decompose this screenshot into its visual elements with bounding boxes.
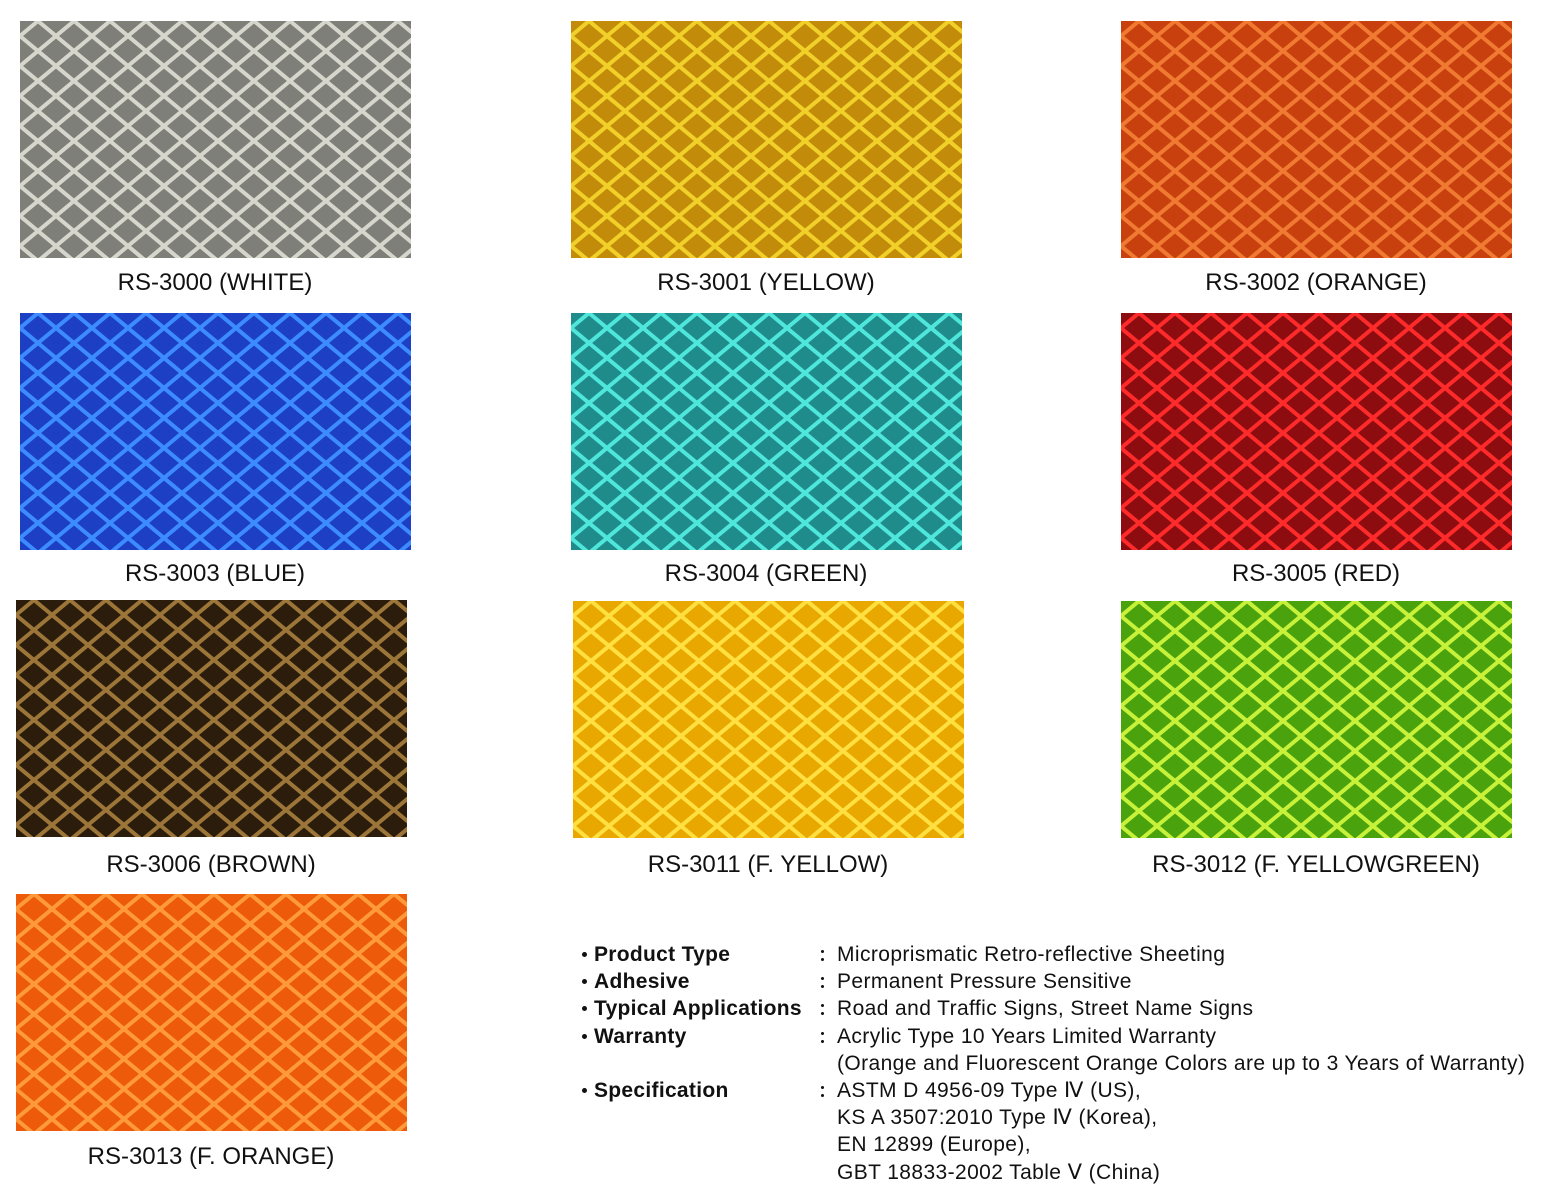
swatch — [16, 894, 407, 1131]
swatch-pattern — [571, 21, 962, 258]
spec-line: Permanent Pressure Sensitive — [837, 970, 1132, 994]
spec-label: Product Type — [594, 943, 731, 966]
spec-row: Typical Applications Road and Traffic Sig… — [578, 995, 1525, 1022]
swatch — [20, 313, 411, 550]
swatch-pattern — [1121, 21, 1512, 258]
swatch-pattern — [573, 601, 964, 838]
swatch-lattice — [571, 313, 962, 550]
swatch — [20, 21, 411, 258]
spec-label: Adhesive — [594, 970, 690, 994]
swatch-caption: RS-3002 (ORANGE) — [1205, 269, 1427, 296]
swatch-lattice — [571, 21, 962, 258]
swatch-pattern — [20, 21, 411, 258]
bullet — [582, 1088, 587, 1094]
bullet — [582, 979, 587, 985]
swatch-pattern — [16, 894, 407, 1131]
swatch-caption: RS-3001 (YELLOW) — [657, 269, 875, 296]
spec-row: Warranty Acrylic Type 10 Years Limited Wa… — [578, 1023, 1525, 1077]
bullet — [582, 1033, 587, 1039]
swatch-lattice — [1121, 313, 1512, 550]
spec-value: Acrylic Type 10 Years Limited Warranty (O… — [833, 1023, 1525, 1077]
spec-row: Adhesive Permanent Pressure Sensitive — [578, 968, 1525, 995]
spec-label: Specification — [594, 1079, 729, 1103]
bullet — [582, 952, 587, 957]
swatch — [1121, 21, 1512, 258]
spec-line: (Orange and Fluorescent Orange Colors ar… — [837, 1051, 1526, 1075]
swatch-lattice — [1121, 601, 1512, 838]
swatch-lattice — [20, 21, 411, 258]
swatch-caption: RS-3004 (GREEN) — [664, 560, 868, 587]
swatch-caption: RS-3013 (F. ORANGE) — [87, 1143, 335, 1170]
separator — [819, 968, 833, 995]
swatch — [573, 601, 964, 838]
spec-line: ASTM D 4956-09 Type Ⅳ (US), — [837, 1079, 1142, 1103]
swatch-pattern — [571, 313, 962, 550]
spec-value: Road and Traffic Signs, Street Name Sign… — [833, 995, 1253, 1022]
swatch-pattern — [16, 600, 407, 837]
swatch-lattice — [573, 601, 964, 838]
separator — [819, 941, 833, 968]
swatch-caption: RS-3005 (RED) — [1231, 560, 1401, 587]
spec-list: Product Type Microprismatic Retro-reflect… — [578, 941, 1525, 1186]
swatch — [16, 600, 407, 837]
swatch-pattern — [1121, 313, 1512, 550]
spec-label: Warranty — [594, 1024, 687, 1048]
swatch-lattice — [16, 894, 407, 1131]
spec-value: Permanent Pressure Sensitive — [833, 968, 1132, 995]
bullet — [582, 1006, 587, 1012]
spec-line: Road and Traffic Signs, Street Name Sign… — [837, 997, 1254, 1021]
spec-label: Typical Applications — [594, 997, 802, 1021]
spec-line: GBT 18833-2002 Table Ⅴ (China) — [837, 1160, 1161, 1184]
swatch — [1121, 601, 1512, 838]
swatch-caption: RS-3003 (BLUE) — [124, 560, 306, 587]
spec-line: EN 12899 (Europe), — [837, 1133, 1031, 1157]
separator — [819, 995, 833, 1022]
spec-value: Microprismatic Retro-reflective Sheeting — [833, 941, 1225, 968]
swatch-caption: RS-3000 (WHITE) — [117, 269, 313, 296]
spec-line: Acrylic Type 10 Years Limited Warranty — [837, 1024, 1217, 1048]
swatch-lattice — [16, 600, 407, 837]
swatch-caption: RS-3012 (F. YELLOWGREEN) — [1152, 851, 1480, 878]
spec-line: Microprismatic Retro-reflective Sheeting — [837, 943, 1226, 966]
swatch-pattern — [20, 313, 411, 550]
swatch-lattice — [1121, 21, 1512, 258]
spec-row: Product Type Microprismatic Retro-reflect… — [578, 941, 1525, 968]
swatch-caption: RS-3011 (F. YELLOW) — [647, 851, 889, 878]
swatch-caption: RS-3006 (BROWN) — [106, 851, 316, 878]
spec-value: ASTM D 4956-09 Type Ⅳ (US), KS A 3507:201… — [833, 1077, 1160, 1186]
spec-line: KS A 3507:2010 Type Ⅳ (Korea), — [837, 1106, 1158, 1130]
separator — [819, 1077, 833, 1186]
swatch — [571, 313, 962, 550]
swatch-lattice — [20, 313, 411, 550]
swatch — [571, 21, 962, 258]
separator — [819, 1023, 833, 1077]
swatch — [1121, 313, 1512, 550]
swatch-pattern — [1121, 601, 1512, 838]
spec-row: Specification ASTM D 4956-09 Type Ⅳ (US),… — [578, 1077, 1525, 1186]
